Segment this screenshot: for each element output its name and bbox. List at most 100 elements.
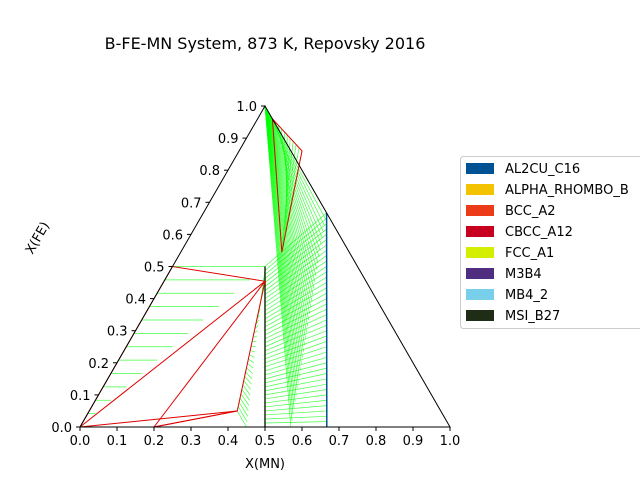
tie-line xyxy=(264,105,320,258)
x-tick-label: 0.5 xyxy=(255,434,276,449)
legend-label: AL2CU_C16 xyxy=(505,162,580,177)
tie-line xyxy=(264,105,314,295)
x-tick-label: 0.4 xyxy=(218,434,239,449)
legend-swatch xyxy=(466,289,494,300)
tie-line xyxy=(280,128,289,189)
tie-line xyxy=(264,314,327,344)
tie-line xyxy=(264,228,327,279)
tie-line xyxy=(264,405,327,412)
y-axis-label: X(FE) xyxy=(23,219,53,257)
y-axis-ticks: 0.0 0.1 0.2 0.3 0.4 0.5 0.6 0.7 0.8 0.9 1.0 xyxy=(51,100,265,436)
tie-line xyxy=(264,357,327,376)
tie-line xyxy=(264,105,310,321)
tie-line xyxy=(245,371,253,380)
tie-line xyxy=(251,345,256,348)
tie-line xyxy=(283,144,297,231)
x-tick-label: 1.0 xyxy=(440,434,461,449)
tie-line xyxy=(264,362,327,380)
three-phase-triangle xyxy=(152,280,266,428)
legend-items: AL2CU_C16 ALPHA_RHOMBO_B BCC_A2 CBCC_A12 FCC… xyxy=(466,162,629,324)
tie-line xyxy=(236,410,247,428)
legend-swatch xyxy=(466,163,494,174)
tie-line xyxy=(264,410,327,416)
tie-line xyxy=(264,234,327,283)
tie-line xyxy=(264,421,327,424)
y-tick-label: 0.6 xyxy=(162,228,183,243)
three-phase-triangle xyxy=(79,410,238,428)
tie-line xyxy=(264,415,327,420)
three-phase-regions xyxy=(79,117,303,428)
legend-label: BCC_A2 xyxy=(505,204,556,219)
legend-label: MSI_B27 xyxy=(505,309,560,324)
tie-line xyxy=(285,138,291,214)
tie-line xyxy=(264,105,319,264)
tie-line xyxy=(252,335,258,338)
tie-line xyxy=(244,376,252,385)
legend-label: FCC_A1 xyxy=(505,246,554,261)
legend-swatch xyxy=(466,247,494,258)
tie-line xyxy=(284,141,294,223)
legend-label: ALPHA_RHOMBO_B xyxy=(505,183,629,198)
legend-label: CBCC_A12 xyxy=(505,225,573,240)
tie-line xyxy=(264,105,322,245)
y-tick-label: 0.5 xyxy=(144,261,165,276)
three-phase-triangle xyxy=(271,117,303,253)
tie-line xyxy=(264,383,327,396)
tie-line xyxy=(277,125,290,181)
phase-boundaries xyxy=(264,212,328,428)
x-tick-label: 0.6 xyxy=(292,434,313,449)
tie-line xyxy=(264,105,292,428)
x-tick-label: 0.1 xyxy=(107,434,128,449)
tie-line xyxy=(264,105,311,314)
tie-line xyxy=(264,105,321,251)
legend-swatch xyxy=(466,268,494,279)
tie-line xyxy=(241,389,250,401)
tie-line xyxy=(242,384,251,396)
tie-line xyxy=(238,402,249,417)
tie-line xyxy=(249,354,255,358)
tie-line xyxy=(264,105,325,226)
legend-swatch xyxy=(466,310,494,321)
x-tick-label: 0.8 xyxy=(366,434,387,449)
legend-swatch xyxy=(466,205,494,216)
legend-frame xyxy=(460,156,640,329)
y-tick-label: 0.9 xyxy=(218,132,239,147)
tie-line xyxy=(264,303,327,336)
tie-line xyxy=(264,287,327,323)
x-tick-label: 0.2 xyxy=(144,434,165,449)
y-tick-label: 0.8 xyxy=(199,164,220,179)
y-tick-label: 0.2 xyxy=(88,357,109,372)
tie-line xyxy=(264,105,323,239)
tie-line xyxy=(250,350,256,353)
tie-line xyxy=(264,266,327,307)
legend: AL2CU_C16 ALPHA_RHOMBO_B BCC_A2 CBCC_A12 FCC… xyxy=(460,156,640,329)
legend-label: M3B4 xyxy=(505,267,542,282)
tie-lines xyxy=(87,105,450,428)
tie-line xyxy=(264,394,327,404)
tie-line xyxy=(264,105,312,308)
x-tick-label: 0.0 xyxy=(70,434,91,449)
tie-line xyxy=(264,255,327,299)
tie-line xyxy=(264,244,327,291)
legend-label: MB4_2 xyxy=(505,288,548,303)
tie-line xyxy=(247,363,254,369)
tie-line xyxy=(264,330,327,356)
tie-line xyxy=(264,399,327,408)
x-axis-ticks: 0.0 0.1 0.2 0.3 0.4 0.5 0.6 0.7 0.8 0.9 1.0 xyxy=(70,427,461,449)
tie-line xyxy=(264,105,324,232)
legend-swatch xyxy=(466,184,494,195)
x-tick-label: 0.7 xyxy=(329,434,350,449)
legend-swatch xyxy=(466,226,494,237)
tie-line xyxy=(239,397,249,412)
tie-line xyxy=(240,393,250,406)
tie-line xyxy=(264,319,327,348)
tie-line xyxy=(246,367,253,374)
y-tick-label: 0.1 xyxy=(70,389,91,404)
tie-line xyxy=(264,105,313,302)
tie-line xyxy=(253,330,258,334)
x-tick-label: 0.3 xyxy=(181,434,202,449)
tie-line xyxy=(248,358,255,364)
tie-line xyxy=(264,346,327,368)
y-tick-label: 0.0 xyxy=(51,421,72,436)
